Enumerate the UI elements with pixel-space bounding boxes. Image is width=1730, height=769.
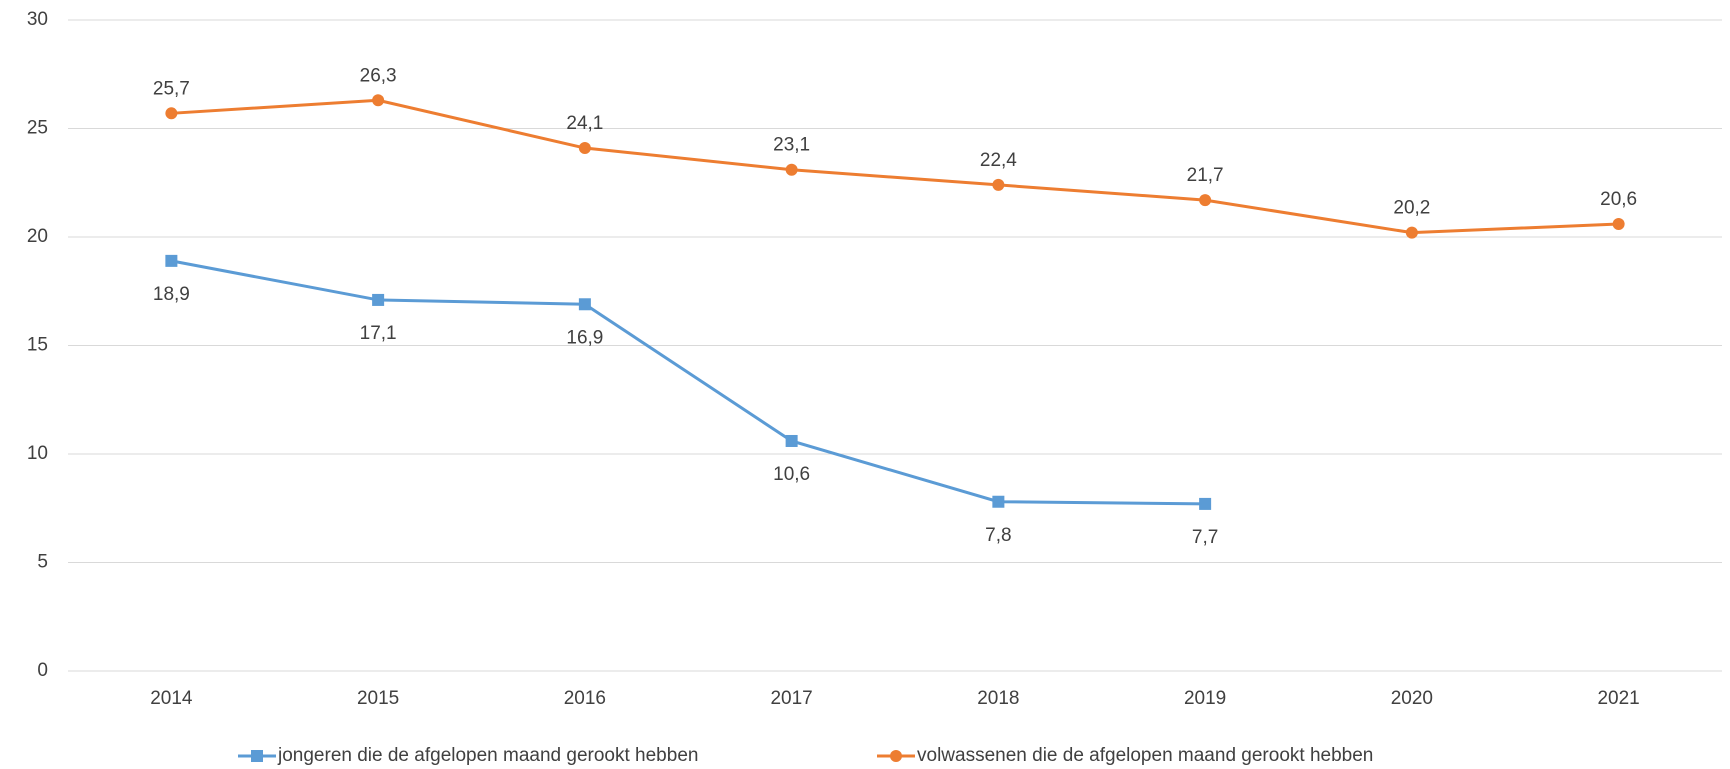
data-label: 23,1 [773, 135, 810, 156]
marker [785, 163, 798, 176]
line [171, 98, 1619, 235]
y-tick-label: 20 [27, 226, 48, 247]
y-tick-label: 15 [27, 335, 48, 356]
data-label: 10,6 [773, 464, 810, 485]
data-label: 25,7 [153, 78, 190, 99]
marker [1199, 497, 1212, 510]
marker [785, 434, 798, 447]
data-label: 21,7 [1187, 165, 1224, 186]
x-tick-label: 2017 [770, 688, 812, 709]
marker [165, 254, 178, 267]
marker [578, 298, 591, 311]
x-tick-label: 2020 [1391, 688, 1433, 709]
data-label: 22,4 [980, 150, 1017, 171]
x-tick-label: 2016 [564, 688, 606, 709]
marker [1405, 226, 1418, 239]
x-tick-label: 2019 [1184, 688, 1226, 709]
line [171, 259, 1206, 506]
data-label: 16,9 [566, 327, 603, 348]
data-label: 17,1 [360, 323, 397, 344]
data-label: 18,9 [153, 284, 190, 305]
marker [992, 178, 1005, 191]
legend-label: volwassenen die de afgelopen maand geroo… [917, 745, 1373, 766]
y-tick-label: 0 [37, 660, 48, 681]
x-tick-label: 2018 [977, 688, 1019, 709]
marker [372, 293, 385, 306]
data-label: 20,2 [1393, 198, 1430, 219]
y-tick-label: 30 [27, 9, 48, 30]
marker [165, 107, 178, 120]
y-tick-label: 25 [27, 118, 48, 139]
marker [1612, 217, 1625, 230]
x-tick-label: 2014 [150, 688, 193, 709]
legend-marker [251, 750, 263, 762]
x-tick-label: 2015 [357, 688, 399, 709]
y-tick-label: 10 [27, 443, 48, 464]
data-label: 24,1 [566, 113, 603, 134]
marker [1199, 194, 1212, 207]
data-label: 7,8 [985, 525, 1011, 546]
y-tick-label: 5 [37, 552, 48, 573]
legend-label: jongeren die de afgelopen maand gerookt … [277, 745, 698, 766]
data-label: 20,6 [1600, 189, 1637, 210]
marker [578, 142, 591, 155]
data-label: 26,3 [360, 65, 397, 86]
x-tick-label: 2021 [1597, 688, 1639, 709]
marker [992, 495, 1005, 508]
legend-marker [890, 750, 902, 762]
marker [372, 94, 385, 107]
data-label: 7,7 [1192, 527, 1218, 548]
